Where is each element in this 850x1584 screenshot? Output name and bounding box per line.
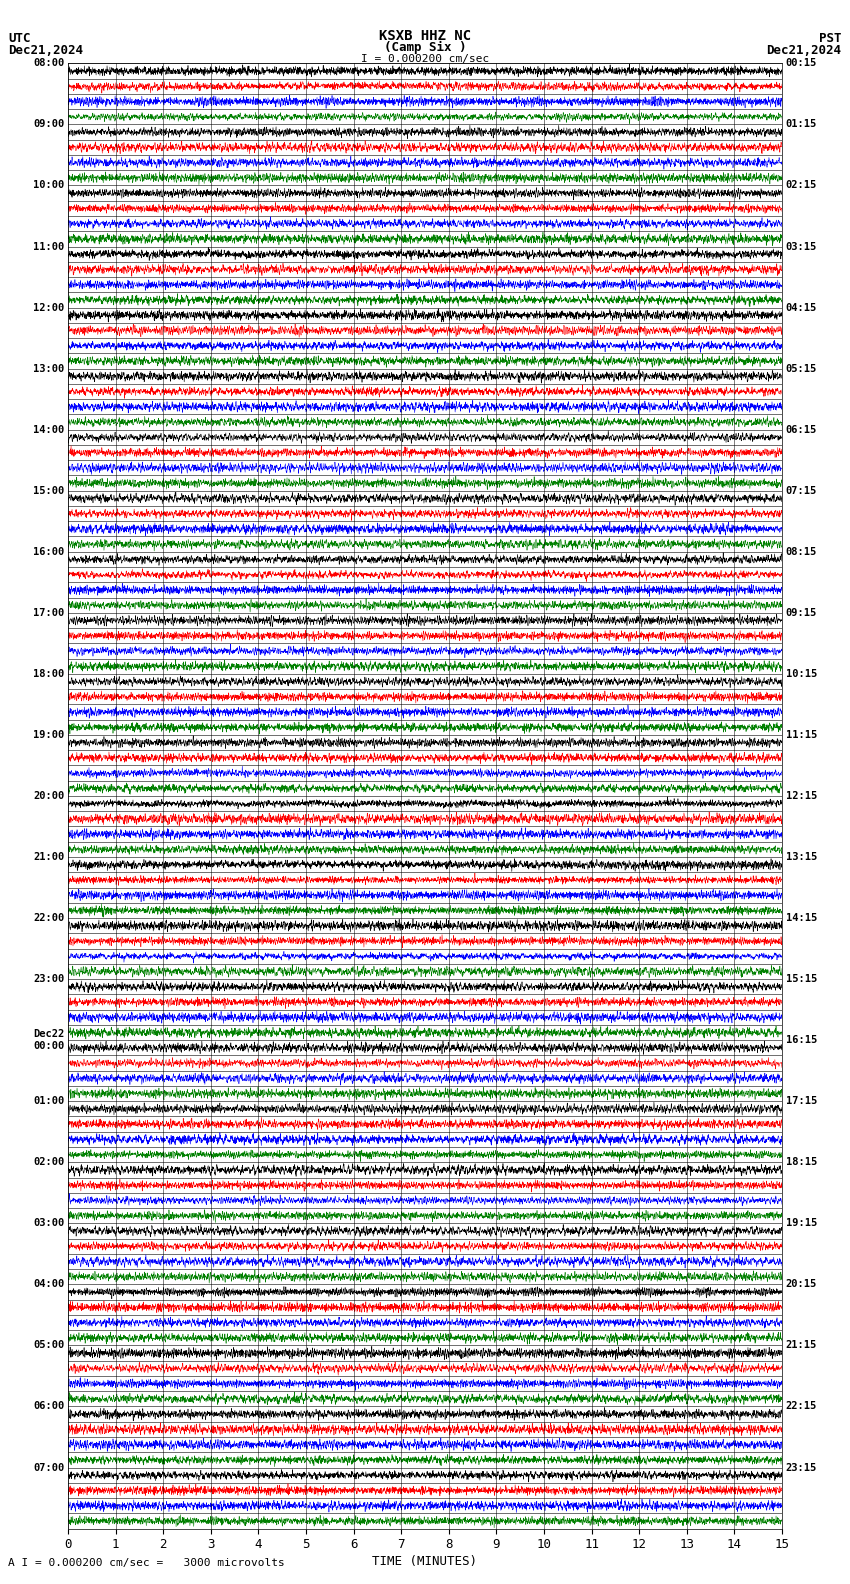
- Text: 20:00: 20:00: [33, 790, 65, 802]
- Text: 10:15: 10:15: [785, 668, 817, 680]
- Text: UTC: UTC: [8, 32, 31, 44]
- Text: 18:00: 18:00: [33, 668, 65, 680]
- Text: 21:15: 21:15: [785, 1340, 817, 1351]
- Text: 22:15: 22:15: [785, 1402, 817, 1411]
- Text: 23:00: 23:00: [33, 974, 65, 984]
- Text: 04:00: 04:00: [33, 1280, 65, 1289]
- Text: 03:15: 03:15: [785, 241, 817, 252]
- Text: 08:15: 08:15: [785, 546, 817, 556]
- Text: 20:15: 20:15: [785, 1280, 817, 1289]
- Text: 09:15: 09:15: [785, 608, 817, 618]
- Text: 19:15: 19:15: [785, 1218, 817, 1228]
- Text: 10:00: 10:00: [33, 181, 65, 190]
- X-axis label: TIME (MINUTES): TIME (MINUTES): [372, 1555, 478, 1568]
- Text: 13:00: 13:00: [33, 364, 65, 374]
- Text: I = 0.000200 cm/sec: I = 0.000200 cm/sec: [361, 54, 489, 63]
- Text: 18:15: 18:15: [785, 1158, 817, 1167]
- Text: 00:15: 00:15: [785, 59, 817, 68]
- Text: 15:15: 15:15: [785, 974, 817, 984]
- Text: 12:15: 12:15: [785, 790, 817, 802]
- Text: 05:00: 05:00: [33, 1340, 65, 1351]
- Text: 21:00: 21:00: [33, 852, 65, 862]
- Text: Dec21,2024: Dec21,2024: [767, 44, 842, 57]
- Text: 12:00: 12:00: [33, 303, 65, 312]
- Text: 19:00: 19:00: [33, 730, 65, 740]
- Text: 07:00: 07:00: [33, 1462, 65, 1473]
- Text: 23:15: 23:15: [785, 1462, 817, 1473]
- Text: 03:00: 03:00: [33, 1218, 65, 1228]
- Text: KSXB HHZ NC: KSXB HHZ NC: [379, 29, 471, 43]
- Text: 07:15: 07:15: [785, 486, 817, 496]
- Text: 11:15: 11:15: [785, 730, 817, 740]
- Text: 16:15: 16:15: [785, 1036, 817, 1045]
- Text: 06:15: 06:15: [785, 425, 817, 434]
- Text: 01:00: 01:00: [33, 1096, 65, 1106]
- Text: 06:00: 06:00: [33, 1402, 65, 1411]
- Text: 02:00: 02:00: [33, 1158, 65, 1167]
- Text: 17:15: 17:15: [785, 1096, 817, 1106]
- Text: 08:00: 08:00: [33, 59, 65, 68]
- Text: 11:00: 11:00: [33, 241, 65, 252]
- Text: 17:00: 17:00: [33, 608, 65, 618]
- Text: 01:15: 01:15: [785, 119, 817, 130]
- Text: 05:15: 05:15: [785, 364, 817, 374]
- Text: 22:00: 22:00: [33, 912, 65, 923]
- Text: 02:15: 02:15: [785, 181, 817, 190]
- Text: 14:00: 14:00: [33, 425, 65, 434]
- Text: 14:15: 14:15: [785, 912, 817, 923]
- Text: PST: PST: [819, 32, 842, 44]
- Text: 13:15: 13:15: [785, 852, 817, 862]
- Text: (Camp Six ): (Camp Six ): [383, 41, 467, 54]
- Text: 04:15: 04:15: [785, 303, 817, 312]
- Text: Dec22
00:00: Dec22 00:00: [33, 1030, 65, 1050]
- Text: 16:00: 16:00: [33, 546, 65, 556]
- Text: 09:00: 09:00: [33, 119, 65, 130]
- Text: A I = 0.000200 cm/sec =   3000 microvolts: A I = 0.000200 cm/sec = 3000 microvolts: [8, 1559, 286, 1568]
- Text: Dec21,2024: Dec21,2024: [8, 44, 83, 57]
- Text: 15:00: 15:00: [33, 486, 65, 496]
